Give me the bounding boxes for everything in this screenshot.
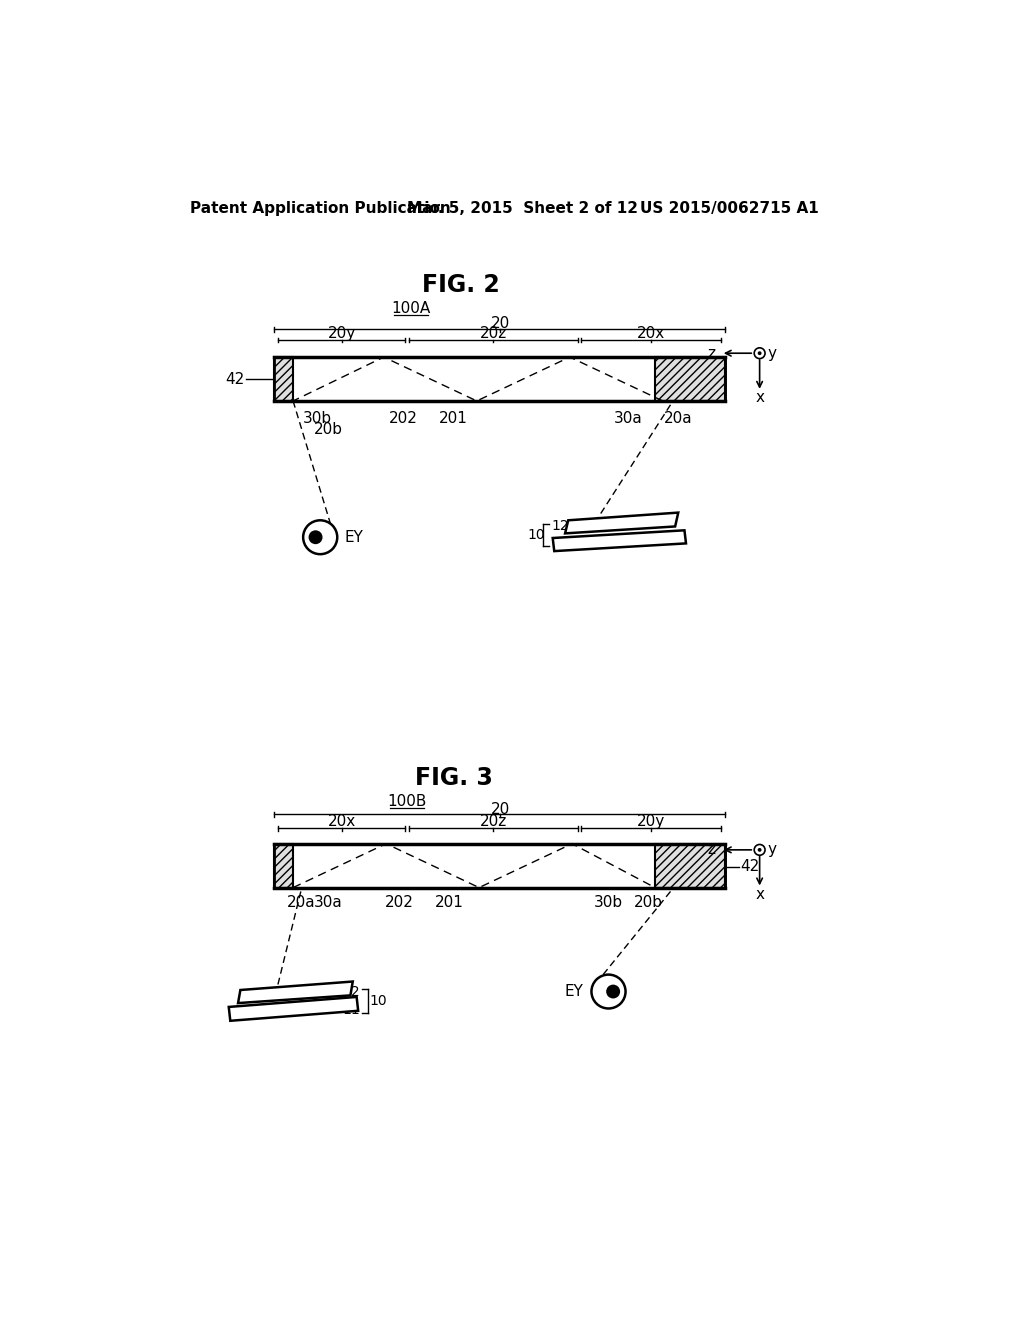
Text: 20x: 20x: [637, 326, 666, 341]
Polygon shape: [553, 531, 686, 552]
Bar: [273, 358, 725, 401]
Bar: [273, 843, 293, 887]
Text: EY: EY: [345, 529, 364, 545]
Polygon shape: [565, 512, 678, 533]
Text: 20y: 20y: [328, 326, 355, 341]
Text: 42: 42: [740, 859, 760, 874]
Text: 20z: 20z: [480, 814, 507, 829]
Circle shape: [758, 351, 762, 355]
Text: 20: 20: [490, 801, 510, 817]
Circle shape: [303, 520, 337, 554]
Circle shape: [755, 348, 765, 359]
Text: 20: 20: [490, 317, 510, 331]
Text: 30a: 30a: [314, 895, 343, 911]
Bar: [655, 843, 725, 887]
Text: 20z: 20z: [480, 326, 507, 341]
Circle shape: [592, 974, 626, 1008]
Text: 202: 202: [389, 411, 418, 426]
Text: 30b: 30b: [594, 895, 623, 911]
Text: Patent Application Publication: Patent Application Publication: [190, 201, 451, 216]
Text: FIG. 2: FIG. 2: [422, 273, 500, 297]
Text: x: x: [755, 391, 764, 405]
Text: 20a: 20a: [664, 411, 692, 426]
Text: 201: 201: [435, 895, 464, 911]
Text: y: y: [767, 842, 776, 858]
Text: 30a: 30a: [613, 411, 642, 426]
Text: z: z: [708, 842, 716, 858]
Text: Mar. 5, 2015  Sheet 2 of 12: Mar. 5, 2015 Sheet 2 of 12: [407, 201, 638, 216]
Text: 42: 42: [225, 372, 245, 387]
Text: EY: EY: [565, 983, 584, 999]
Text: 20b: 20b: [314, 422, 343, 437]
Text: 11: 11: [551, 536, 569, 550]
Text: 11: 11: [342, 1003, 359, 1016]
Polygon shape: [238, 982, 352, 1003]
Text: 20x: 20x: [328, 814, 355, 829]
Bar: [273, 843, 725, 887]
Text: y: y: [767, 346, 776, 360]
Text: 20b: 20b: [634, 895, 664, 911]
Circle shape: [755, 845, 765, 855]
Circle shape: [606, 985, 621, 998]
Text: FIG. 3: FIG. 3: [415, 766, 493, 791]
Text: 100A: 100A: [391, 301, 430, 315]
Text: 20a: 20a: [287, 895, 315, 911]
Text: 12: 12: [342, 985, 359, 999]
Text: 12: 12: [551, 520, 568, 533]
Bar: [273, 358, 293, 401]
Text: 30b: 30b: [302, 411, 332, 426]
Text: 201: 201: [439, 411, 468, 426]
Circle shape: [758, 847, 762, 851]
Text: 202: 202: [385, 895, 414, 911]
Bar: [655, 358, 725, 401]
Text: US 2015/0062715 A1: US 2015/0062715 A1: [640, 201, 818, 216]
Circle shape: [308, 531, 323, 544]
Polygon shape: [228, 997, 358, 1020]
Text: 10: 10: [370, 994, 387, 1008]
Text: z: z: [708, 346, 716, 360]
Text: 20y: 20y: [637, 814, 666, 829]
Text: 100B: 100B: [387, 793, 427, 809]
Text: 10: 10: [527, 528, 545, 543]
Text: x: x: [755, 887, 764, 902]
